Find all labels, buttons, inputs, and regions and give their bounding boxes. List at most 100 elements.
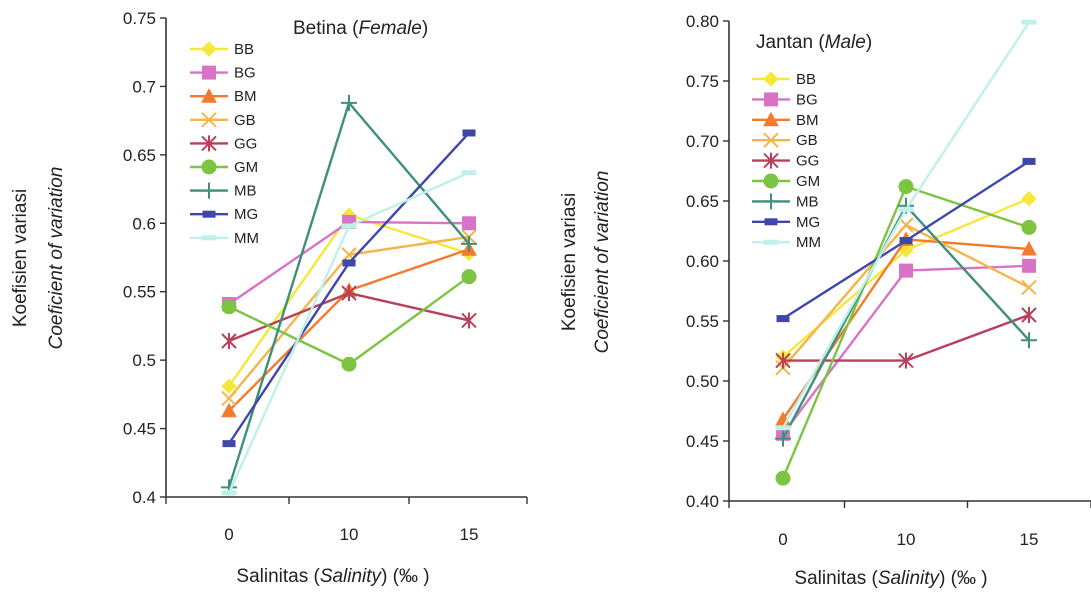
- legend-item: BB: [190, 41, 254, 58]
- x-tick-label: 10: [897, 530, 916, 549]
- data-point: [775, 352, 791, 369]
- legend-swatch-marker: [763, 132, 779, 148]
- series-mg: [776, 157, 1036, 323]
- legend-swatch-marker: [201, 135, 217, 152]
- data-point: [775, 470, 791, 486]
- y-tick-label: 0.60: [686, 252, 719, 271]
- legend-item: MM: [752, 234, 821, 251]
- legend-swatch-marker: [201, 182, 217, 199]
- legend-item: BG: [752, 91, 818, 108]
- y-axis-title: Koefisien variasi: [559, 193, 580, 331]
- legend-swatch-marker: [201, 41, 217, 57]
- data-point: [221, 490, 237, 496]
- x-tick-label: 0: [778, 530, 787, 549]
- x-tick-label: 0: [224, 525, 233, 544]
- data-point: [461, 235, 477, 252]
- legend-swatch-marker: [202, 210, 216, 218]
- x-axis-title: Salinitas (Salinity) (‰ ): [794, 568, 987, 589]
- series-mm: [775, 19, 1037, 431]
- legend-label: MB: [234, 183, 257, 200]
- data-point: [899, 263, 913, 278]
- data-point: [341, 356, 357, 372]
- chart-title: Jantan (Male): [756, 32, 872, 53]
- y-tick-label: 0.55: [686, 312, 719, 331]
- data-point: [898, 179, 914, 195]
- legend-item: GB: [752, 132, 818, 149]
- x-tick-label: 15: [460, 525, 479, 544]
- data-point: [222, 440, 236, 448]
- legend-item: GG: [752, 152, 819, 170]
- legend-label: MM: [234, 230, 259, 247]
- legend-item: MB: [190, 182, 257, 200]
- legend-label: BM: [796, 112, 819, 129]
- legend-label: GG: [234, 135, 257, 152]
- legend-item: BM: [190, 88, 257, 105]
- legend-swatch-marker: [763, 239, 779, 245]
- data-point: [221, 390, 237, 407]
- legend-label: BM: [234, 88, 257, 105]
- data-point: [899, 237, 913, 245]
- chart-panel-0: 0.4 0.45 0.5 0.55 0.6 0.65 0.7 0.75 0 10 15 BB BG BM G…: [10, 9, 528, 587]
- legend-label: BG: [796, 91, 818, 108]
- legend-swatch-marker: [763, 173, 779, 189]
- data-point: [775, 425, 791, 431]
- legend-label: MM: [796, 234, 821, 251]
- data-point: [341, 223, 357, 229]
- x-title-part: ) (‰ ): [381, 566, 430, 587]
- legend: BB BG BM GB GG GM MB MG MM: [190, 41, 259, 247]
- legend-item: MG: [752, 214, 820, 231]
- y-tick-label: 0.45: [123, 420, 156, 439]
- data-point: [898, 217, 914, 233]
- y-tick-label: 0.50: [686, 372, 719, 391]
- series-line: [782, 264, 1030, 435]
- title-part: Jantan (: [756, 32, 825, 53]
- title-part: Betina (: [293, 18, 359, 39]
- legend-item: GM: [752, 173, 820, 190]
- data-point: [1021, 307, 1037, 323]
- data-point: [341, 285, 357, 302]
- legend-item: GB: [190, 112, 256, 129]
- data-point: [1021, 279, 1037, 296]
- data-point: [221, 402, 237, 418]
- data-point: [1021, 240, 1037, 256]
- y-tick-label: 0.70: [686, 132, 719, 151]
- chart-panel-1: 0.40 0.45 0.50 0.55 0.60 0.65 0.70 0.75 0.80 0 10 1…: [559, 12, 1091, 589]
- legend-label: GM: [796, 173, 820, 190]
- data-point: [1022, 258, 1036, 273]
- legend-swatch-marker: [201, 235, 217, 241]
- legend-item: MG: [190, 206, 258, 223]
- title-part: ): [866, 32, 872, 53]
- data-point: [898, 352, 914, 369]
- legend-label: MB: [796, 193, 819, 210]
- data-point: [461, 269, 477, 285]
- data-point: [1021, 219, 1037, 235]
- legend-item: BB: [752, 71, 816, 88]
- x-tick-label: 10: [340, 525, 359, 544]
- legend-label: GG: [796, 153, 819, 170]
- series-gm: [221, 269, 477, 372]
- data-point: [776, 315, 790, 323]
- legend-item: BG: [190, 65, 256, 82]
- series-mg: [222, 129, 476, 448]
- data-point: [1021, 190, 1037, 207]
- title-part: ): [422, 18, 428, 39]
- y-tick-label: 0.5: [132, 351, 156, 370]
- legend-label: BB: [234, 41, 254, 58]
- series-line: [228, 248, 470, 412]
- legend-label: GB: [234, 112, 256, 129]
- data-point: [221, 378, 237, 394]
- data-point: [342, 259, 356, 267]
- legend-label: GB: [796, 132, 818, 149]
- y-tick-label: 0.80: [686, 12, 719, 31]
- chart-title: Betina (Female): [293, 18, 428, 39]
- legend-item: MM: [190, 230, 259, 247]
- series-gm: [775, 179, 1037, 486]
- y-tick-label: 0.75: [123, 9, 156, 28]
- x-title-italic-part: Salinity: [878, 568, 941, 589]
- legend-swatch-marker: [763, 111, 779, 127]
- series-gg: [775, 307, 1037, 369]
- y-tick-label: 0.65: [686, 192, 719, 211]
- legend-item: MB: [752, 193, 819, 210]
